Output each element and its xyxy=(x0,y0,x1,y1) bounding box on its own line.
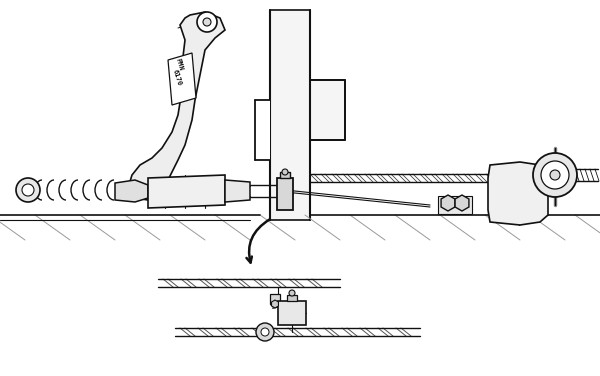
Polygon shape xyxy=(488,162,548,225)
Polygon shape xyxy=(270,294,280,304)
Polygon shape xyxy=(310,80,345,140)
Circle shape xyxy=(289,290,295,296)
Circle shape xyxy=(197,12,217,32)
Polygon shape xyxy=(455,195,469,211)
Polygon shape xyxy=(255,100,270,160)
Circle shape xyxy=(256,323,274,341)
Circle shape xyxy=(22,184,34,196)
Polygon shape xyxy=(225,180,250,202)
Circle shape xyxy=(550,170,560,180)
Polygon shape xyxy=(270,10,310,220)
Polygon shape xyxy=(128,12,225,200)
Polygon shape xyxy=(287,295,297,301)
Text: 6170: 6170 xyxy=(172,69,183,87)
Polygon shape xyxy=(148,175,225,208)
Polygon shape xyxy=(272,300,278,308)
Circle shape xyxy=(533,153,577,197)
Circle shape xyxy=(261,328,269,336)
Circle shape xyxy=(282,169,288,175)
Circle shape xyxy=(16,178,40,202)
Polygon shape xyxy=(277,178,293,210)
Polygon shape xyxy=(280,172,290,178)
Polygon shape xyxy=(168,53,196,105)
Text: PMN: PMN xyxy=(175,57,184,71)
Polygon shape xyxy=(441,195,455,211)
Polygon shape xyxy=(115,180,148,202)
Polygon shape xyxy=(278,301,306,325)
Polygon shape xyxy=(438,196,472,214)
Circle shape xyxy=(541,161,569,189)
Circle shape xyxy=(203,18,211,26)
